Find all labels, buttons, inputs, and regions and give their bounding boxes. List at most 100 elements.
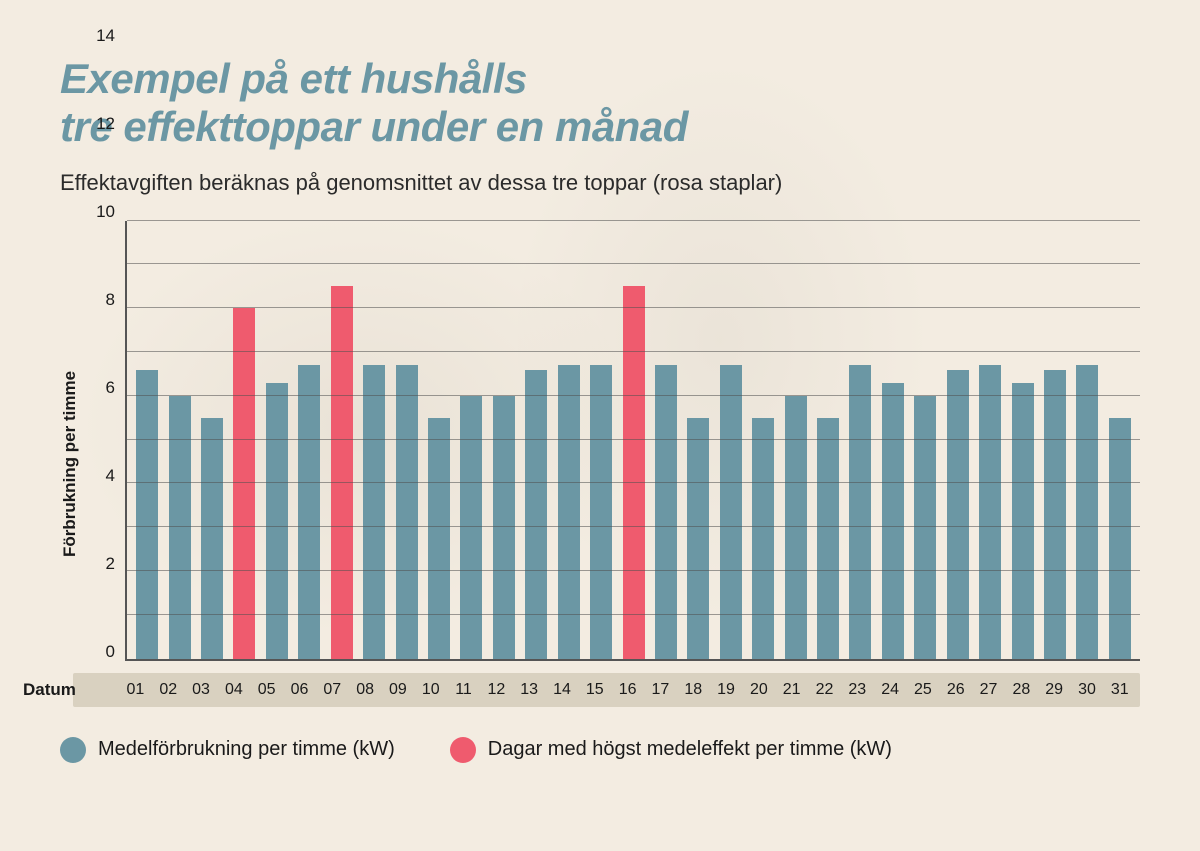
bar — [1109, 418, 1131, 659]
plot — [125, 221, 1140, 661]
chart-frame: Exempel på ett hushålls tre effekttoppar… — [0, 0, 1200, 851]
bar-slot — [131, 221, 163, 659]
x-tick: 06 — [283, 681, 316, 699]
title-line-1: Exempel på ett hushålls — [60, 55, 527, 102]
x-tick: 22 — [808, 681, 841, 699]
bar-slot — [942, 221, 974, 659]
bar-slot — [974, 221, 1006, 659]
bar-slot — [520, 221, 552, 659]
gridline — [127, 570, 1140, 571]
bar-slot — [488, 221, 520, 659]
bar — [817, 418, 839, 659]
bar-slot — [617, 221, 649, 659]
x-tick: 05 — [250, 681, 283, 699]
gridline — [127, 614, 1140, 615]
x-tick: 10 — [414, 681, 447, 699]
bar-slot — [423, 221, 455, 659]
legend-swatch-highlight — [450, 737, 476, 763]
x-tick: 31 — [1103, 681, 1136, 699]
bar-slot — [1104, 221, 1136, 659]
chart-area: Förbrukning per timme 02468101214161820 … — [115, 221, 1140, 707]
bar-slot — [585, 221, 617, 659]
x-tick: 08 — [349, 681, 382, 699]
y-axis-label: Förbrukning per timme — [60, 371, 80, 557]
x-tick: 11 — [447, 681, 480, 699]
bar-slot — [293, 221, 325, 659]
x-tick: 17 — [644, 681, 677, 699]
x-tick: 26 — [939, 681, 972, 699]
x-tick: 07 — [316, 681, 349, 699]
bar-slot — [779, 221, 811, 659]
bar-slot — [552, 221, 584, 659]
gridline — [127, 263, 1140, 264]
bar — [1044, 370, 1066, 659]
bar — [687, 418, 709, 659]
bar — [752, 418, 774, 659]
x-tick: 13 — [513, 681, 546, 699]
bar-slot — [877, 221, 909, 659]
x-tick: 27 — [972, 681, 1005, 699]
x-tick: 20 — [742, 681, 775, 699]
plot-row: 02468101214161820 — [115, 221, 1140, 661]
legend-item-normal: Medelförbrukning per timme (kW) — [60, 737, 395, 763]
bar-slot — [390, 221, 422, 659]
chart-title: Exempel på ett hushålls tre effekttoppar… — [60, 55, 1140, 152]
x-tick: 14 — [546, 681, 579, 699]
gridline — [127, 439, 1140, 440]
bar-slot — [358, 221, 390, 659]
x-tick: 23 — [841, 681, 874, 699]
bars-container — [127, 221, 1140, 659]
bar-slot — [909, 221, 941, 659]
bar-slot — [682, 221, 714, 659]
x-tick: 24 — [874, 681, 907, 699]
bar-slot — [326, 221, 358, 659]
bar — [136, 370, 158, 659]
bar-highlight — [623, 286, 645, 658]
bar-slot — [163, 221, 195, 659]
bar-highlight — [331, 286, 353, 658]
x-tick: 25 — [907, 681, 940, 699]
chart-subtitle: Effektavgiften beräknas på genomsnittet … — [60, 170, 1140, 196]
title-line-2: tre effekttoppar under en månad — [60, 103, 688, 150]
x-tick: 21 — [775, 681, 808, 699]
legend: Medelförbrukning per timme (kW) Dagar me… — [60, 737, 1140, 763]
gridline — [127, 482, 1140, 483]
x-tick: 29 — [1038, 681, 1071, 699]
gridline — [127, 526, 1140, 527]
bar — [882, 383, 904, 659]
x-axis-strip: Datum 0102030405060708091011121314151617… — [73, 673, 1140, 707]
bar-slot — [1071, 221, 1103, 659]
x-tick: 28 — [1005, 681, 1038, 699]
x-tick: 18 — [677, 681, 710, 699]
x-tick: 01 — [119, 681, 152, 699]
gridline — [127, 395, 1140, 396]
gridline — [127, 220, 1140, 221]
bar-slot — [650, 221, 682, 659]
bar-slot — [844, 221, 876, 659]
x-tick: 12 — [480, 681, 513, 699]
bar-slot — [1006, 221, 1038, 659]
bar-slot — [715, 221, 747, 659]
x-tick: 09 — [382, 681, 415, 699]
x-tick: 30 — [1071, 681, 1104, 699]
gridline — [127, 351, 1140, 352]
bar-slot — [261, 221, 293, 659]
bar — [266, 383, 288, 659]
x-axis-ticks: 0102030405060708091011121314151617181920… — [115, 681, 1140, 699]
bar-slot — [228, 221, 260, 659]
legend-label-normal: Medelförbrukning per timme (kW) — [98, 738, 395, 761]
bar — [947, 370, 969, 659]
legend-item-highlight: Dagar med högst medeleffekt per timme (k… — [450, 737, 892, 763]
bar-slot — [455, 221, 487, 659]
gridline — [127, 307, 1140, 308]
x-tick: 03 — [185, 681, 218, 699]
bar-slot — [1039, 221, 1071, 659]
x-tick: 19 — [710, 681, 743, 699]
bar-slot — [812, 221, 844, 659]
x-tick: 16 — [611, 681, 644, 699]
legend-label-highlight: Dagar med högst medeleffekt per timme (k… — [488, 738, 892, 761]
x-tick: 15 — [578, 681, 611, 699]
x-tick: 02 — [152, 681, 185, 699]
bar — [428, 418, 450, 659]
legend-swatch-normal — [60, 737, 86, 763]
